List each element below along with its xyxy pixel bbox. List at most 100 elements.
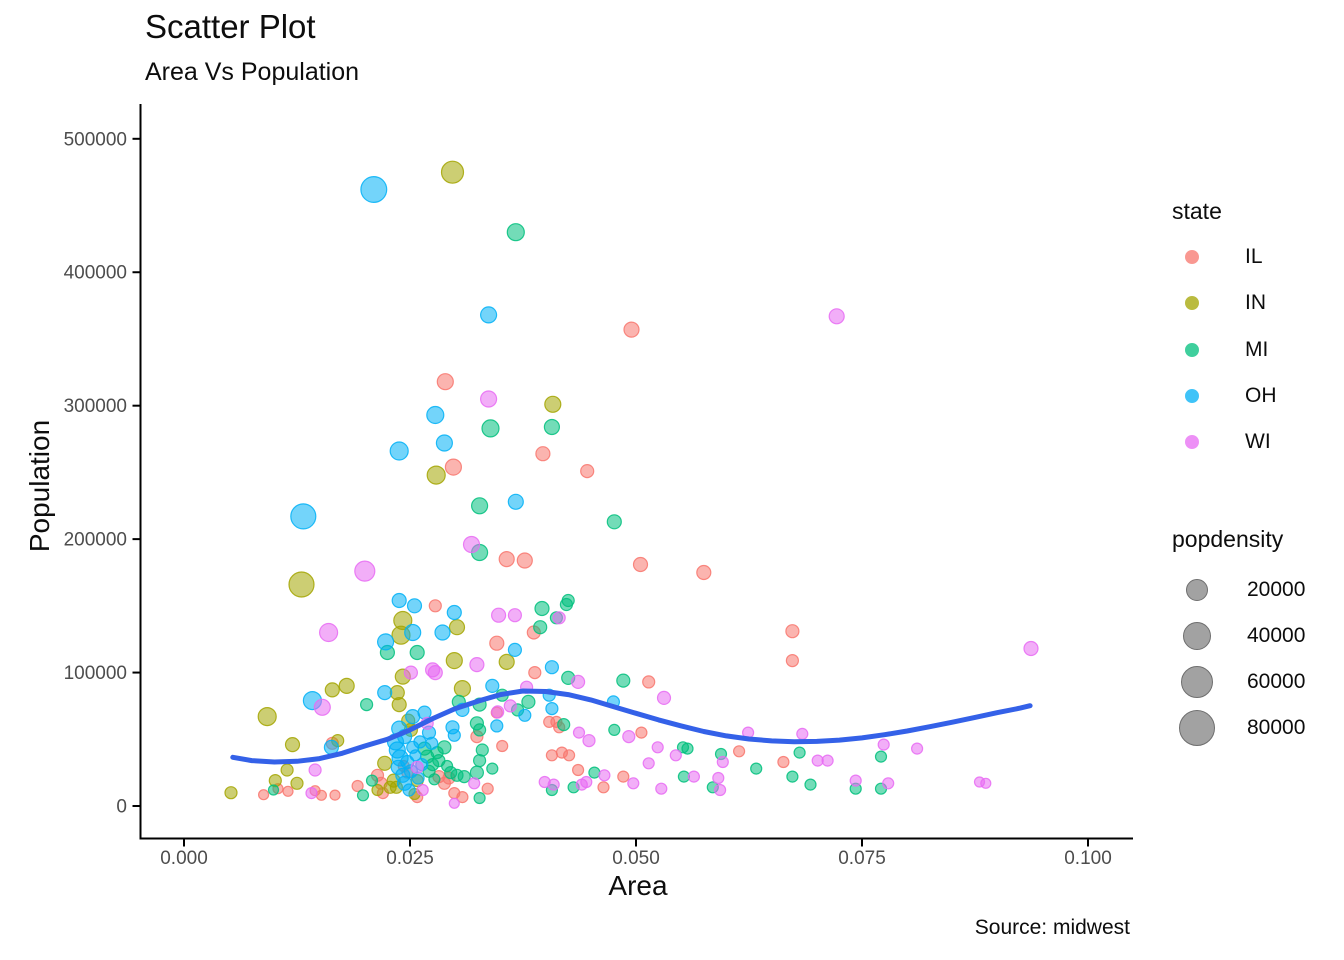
data-point-in [498,653,515,671]
data-point-wi [687,770,701,783]
data-point-in [377,755,393,771]
data-point-mi [677,770,691,783]
data-point-mi [681,742,694,755]
data-point-oh [507,493,524,510]
data-point-wi [416,783,429,797]
legend-item-oh: OH [1185,384,1305,408]
data-point-oh [446,604,462,621]
data-point-wi [308,763,322,777]
data-point-wi [305,786,318,800]
data-point-wi [980,777,992,789]
in-legend-dot-icon [1185,296,1199,310]
data-point-wi [448,797,460,809]
data-point-in [257,706,277,727]
data-point-wi [642,757,655,770]
data-point-wi [410,760,424,774]
data-point-wi [580,775,593,789]
data-point-il [456,790,469,804]
data-point-oh [402,783,416,797]
data-point-in [224,786,238,800]
data-point-oh [490,719,504,733]
data-point-wi [582,733,596,748]
data-point-il [785,653,800,668]
data-point-oh [435,434,453,452]
data-point-in [284,736,301,753]
data-point-wi [354,560,376,582]
data-point-mi [486,762,499,775]
size-legend-label: 60000 [1247,670,1306,693]
y-tick-label: 200000 [64,530,127,551]
data-point-mi [533,620,548,635]
data-point-wi [570,674,586,690]
data-point-il [571,763,585,777]
data-point-mi [469,765,484,780]
data-point-wi [319,622,339,643]
data-point-in [338,677,355,695]
data-point-il [315,789,327,801]
data-point-wi [849,774,862,787]
size-legend-label: 40000 [1247,624,1306,647]
data-point-oh [447,728,461,742]
legend-item-label: WI [1245,430,1271,453]
data-point-oh [404,623,422,642]
data-point-oh [360,176,388,204]
x-tick-label: 0.075 [838,848,886,869]
smooth-line [230,688,1033,765]
data-point-wi [821,754,834,767]
data-point-wi [480,390,498,408]
data-point-il [496,739,509,753]
size-circle-icon [1179,710,1215,746]
data-point-mi [457,769,471,784]
data-point-in [324,682,340,698]
legend-item-mi: MI [1185,338,1305,362]
data-point-il [428,599,442,613]
state-legend-title: state [1172,198,1222,224]
size-legend-title: popdensity [1172,526,1284,552]
data-point-wi [1023,640,1039,657]
data-point-oh [377,633,395,651]
data-point-oh [545,701,559,716]
y-axis-title: Population [24,419,55,553]
data-point-oh [426,405,445,425]
data-point-il [351,779,364,793]
data-point-wi [796,727,809,741]
data-point-il [623,321,640,338]
legend-item-label: OH [1245,384,1277,407]
data-point-il [545,749,559,762]
data-point-mi [786,770,799,783]
data-point-mi [561,593,575,608]
data-point-oh [518,708,532,722]
data-point-wi [425,662,441,678]
chart-title: Scatter Plot [145,8,316,45]
data-point-mi [267,784,280,796]
data-point-wi [403,665,418,680]
data-point-oh [409,749,422,762]
data-point-wi [462,535,481,554]
data-point-wi [627,777,640,790]
data-point-wi [503,699,517,713]
wi-legend-dot-icon [1185,435,1199,449]
data-point-wi [552,611,566,625]
data-point-wi [877,738,890,751]
chart-subtitle: Area Vs Population [145,58,360,86]
data-point-mi [409,644,425,661]
size-circle-icon [1185,578,1209,602]
data-point-mi [481,419,500,438]
legend-item-label: IN [1245,291,1266,314]
data-point-mi [606,514,622,530]
y-tick-label: 0 [116,797,127,818]
x-tick-label: 0.050 [612,848,660,869]
data-point-wi [491,705,505,719]
y-tick-label: 100000 [64,663,127,684]
size-circle-icon [1180,665,1214,699]
data-point-in [288,571,315,598]
il-legend-dot-icon [1185,250,1199,264]
x-tick-label: 0.000 [160,848,208,869]
data-point-in [440,160,465,184]
data-point-wi [468,777,481,790]
size-legend-label: 80000 [1247,716,1306,739]
data-point-mi [360,697,374,712]
x-tick-label: 0.025 [386,848,434,869]
